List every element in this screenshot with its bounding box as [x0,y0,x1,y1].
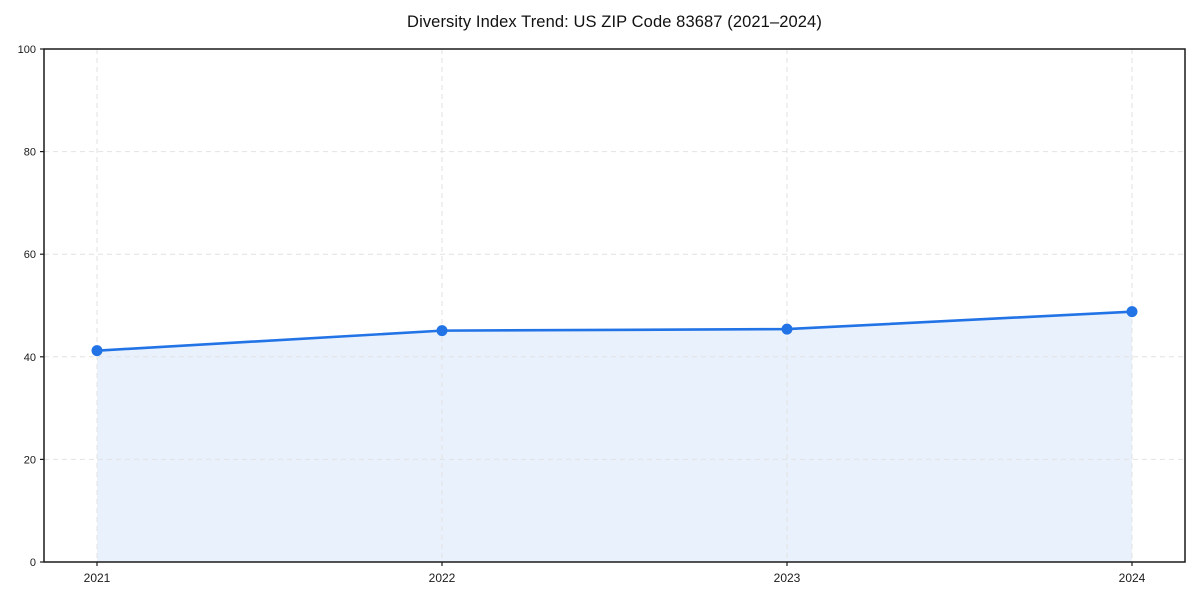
x-tick-label: 2022 [429,571,456,585]
y-tick-label: 80 [24,147,36,159]
x-tick-label: 2023 [774,571,801,585]
y-tick-label: 100 [18,44,36,56]
data-point [1126,306,1138,318]
plot-border [43,48,1186,563]
area-fill [97,311,1132,562]
y-tick-label: 60 [24,249,36,261]
trend-line [95,310,1134,352]
y-tick-label: 0 [30,557,36,569]
x-tick-label: 2024 [1119,571,1146,585]
data-point [781,323,793,335]
chart-title: Diversity Index Trend: US ZIP Code 83687… [407,13,822,31]
data-point [91,345,103,357]
data-point [436,325,448,337]
x-tick-label: 2021 [84,571,111,585]
y-tick-label: 20 [24,454,36,466]
y-tick-label: 40 [24,352,36,364]
